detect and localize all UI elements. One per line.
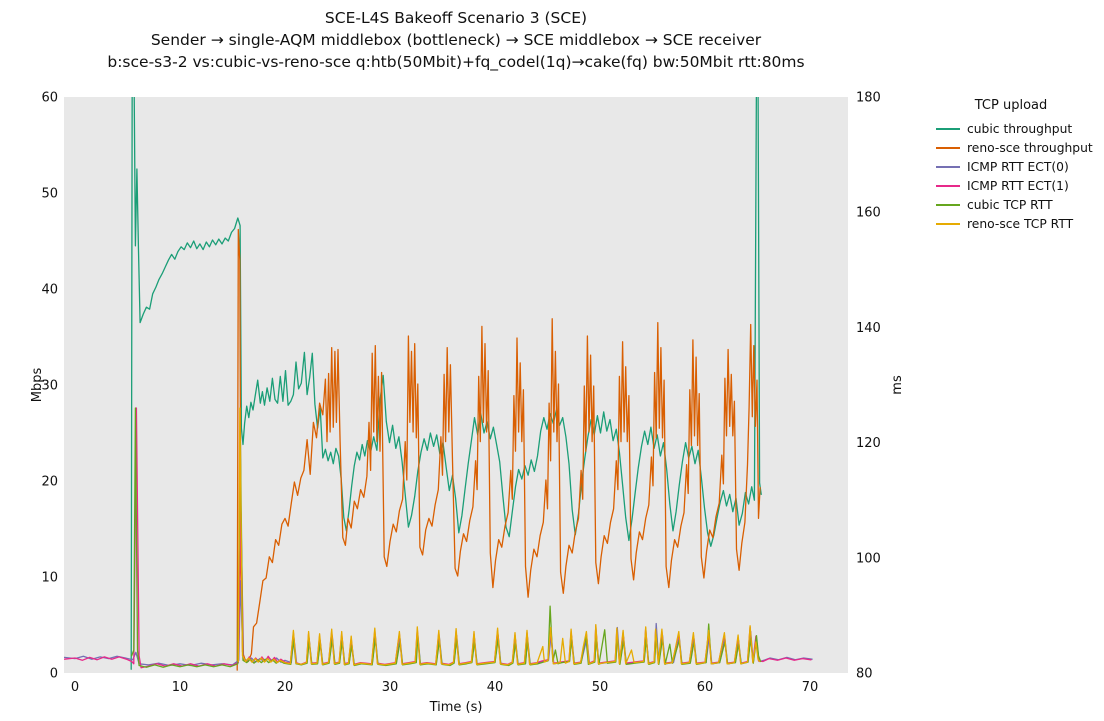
x-tick-40: 40 [487, 680, 504, 695]
y-left-tick-40: 40 [41, 283, 58, 298]
chart-title-block: SCE-L4S Bakeoff Scenario 3 (SCE) Sender … [64, 7, 848, 73]
x-tick-30: 30 [382, 680, 399, 695]
chart-subtitle2: b:sce-s3-2 vs:cubic-vs-reno-sce q:htb(50… [107, 53, 805, 71]
x-tick-20: 20 [277, 680, 294, 695]
plot-area [64, 97, 848, 673]
legend-line-swatch [936, 184, 960, 187]
x-tick-0: 0 [71, 680, 79, 695]
y-left-tick-60: 60 [41, 91, 58, 106]
y-left-tick-0: 0 [50, 667, 58, 682]
legend-item-cubic-throughput: cubic throughput [936, 119, 1104, 138]
y-axis-label-left: Mbps [30, 368, 45, 403]
y-left-tick-10: 10 [41, 571, 58, 586]
legend-label: reno-sce throughput [967, 140, 1093, 155]
series-layer [64, 97, 813, 671]
x-tick-50: 50 [592, 680, 609, 695]
y-left-tick-30: 30 [41, 379, 58, 394]
y-right-tick-160: 160 [856, 206, 881, 221]
legend-line-swatch [936, 203, 960, 206]
x-tick-60: 60 [697, 680, 714, 695]
y-axis-label-right: ms [890, 375, 905, 395]
legend-line-swatch [936, 127, 960, 130]
series-line-1 [236, 228, 761, 671]
y-right-tick-140: 140 [856, 321, 881, 336]
y-right-tick-100: 100 [856, 551, 881, 566]
legend-label: ICMP RTT ECT(1) [967, 178, 1069, 193]
y-left-tick-50: 50 [41, 187, 58, 202]
y-right-tick-180: 180 [856, 91, 881, 106]
legend-item-reno-sce-throughput: reno-sce throughput [936, 138, 1104, 157]
legend-label: reno-sce TCP RTT [967, 216, 1074, 231]
legend-label: ICMP RTT ECT(0) [967, 159, 1069, 174]
x-axis-label: Time (s) [429, 700, 483, 715]
legend-label: cubic throughput [967, 121, 1073, 136]
legend-item-cubic-tcp-rtt: cubic TCP RTT [936, 195, 1104, 214]
x-tick-70: 70 [802, 680, 819, 695]
legend-item-reno-sce-tcp-rtt: reno-sce TCP RTT [936, 214, 1104, 233]
series-line-5 [237, 407, 761, 666]
legend-line-swatch [936, 146, 960, 149]
x-tick-10: 10 [172, 680, 189, 695]
y-right-tick-80: 80 [856, 667, 873, 682]
chart-subtitle: Sender → single-AQM middlebox (bottlenec… [150, 31, 762, 49]
legend-title: TCP upload [974, 98, 1048, 113]
y-left-tick-20: 20 [41, 475, 58, 490]
legend-item-icmp-rtt-ect0: ICMP RTT ECT(0) [936, 157, 1104, 176]
legend-item-icmp-rtt-ect1: ICMP RTT ECT(1) [936, 176, 1104, 195]
legend-line-swatch [936, 222, 960, 225]
legend: TCP upload cubic throughput reno-sce thr… [936, 98, 1104, 233]
chart-title: SCE-L4S Bakeoff Scenario 3 (SCE) [324, 9, 588, 27]
legend-label: cubic TCP RTT [967, 197, 1053, 212]
y-right-tick-120: 120 [856, 436, 881, 451]
legend-line-swatch [936, 165, 960, 168]
